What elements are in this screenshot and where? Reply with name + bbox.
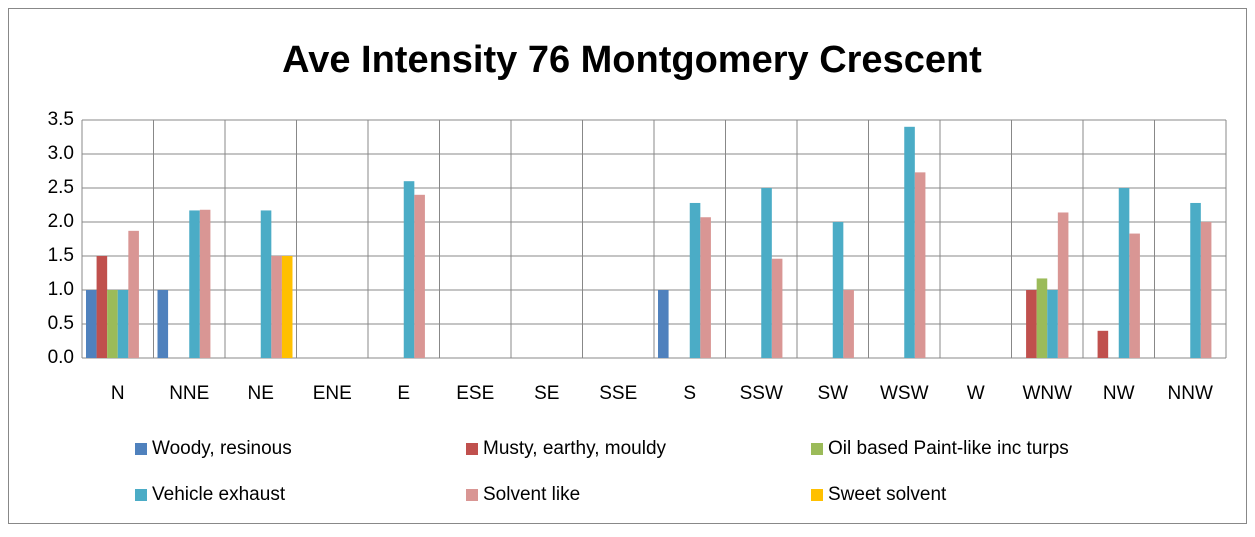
legend-swatch — [466, 443, 478, 455]
x-tick-label: SSE — [599, 383, 637, 404]
bar — [914, 172, 926, 358]
x-tick-label: SW — [817, 383, 848, 404]
bar — [1057, 212, 1069, 358]
bar — [117, 290, 129, 358]
x-tick-label: NE — [248, 383, 274, 404]
bar — [271, 256, 282, 358]
y-tick-label: 2.0 — [48, 211, 74, 232]
bar — [157, 290, 169, 358]
bar — [1047, 290, 1058, 358]
x-tick-label: NW — [1103, 383, 1135, 404]
x-tick-label: W — [967, 383, 985, 404]
bar — [771, 258, 783, 358]
bar — [832, 222, 844, 358]
legend-swatch — [811, 443, 823, 455]
x-tick-label: WSW — [880, 383, 929, 404]
legend-label: Woody, resinous — [152, 438, 292, 459]
legend-label: Vehicle exhaust — [152, 484, 286, 505]
bar — [700, 217, 711, 358]
bar — [260, 210, 272, 358]
bar — [1190, 202, 1201, 358]
bar — [414, 194, 425, 358]
legend-label: Oil based Paint-like inc turps — [828, 438, 1069, 459]
legend-swatch — [466, 489, 478, 501]
legend-label: Solvent like — [483, 484, 580, 505]
y-tick-label: 3.0 — [48, 143, 74, 164]
x-tick-label: S — [683, 383, 696, 404]
bar — [1118, 188, 1130, 358]
y-tick-label: 3.5 — [48, 109, 74, 130]
bar — [403, 181, 415, 358]
bar — [199, 209, 211, 358]
bar — [1097, 330, 1109, 358]
legend-swatch — [811, 489, 823, 501]
x-tick-label: E — [397, 383, 410, 404]
y-tick-label: 1.0 — [48, 279, 74, 300]
bar — [689, 202, 701, 358]
bar — [86, 290, 97, 358]
y-tick-label: 1.5 — [48, 245, 74, 266]
chart-title: Ave Intensity 76 Montgomery Crescent — [282, 39, 982, 81]
x-tick-label: SE — [534, 383, 559, 404]
bar — [128, 230, 139, 358]
bar — [281, 256, 293, 358]
y-tick-label: 2.5 — [48, 177, 74, 198]
legend-label: Sweet solvent — [828, 484, 947, 505]
bar — [1200, 222, 1212, 358]
y-tick-label: 0.0 — [48, 347, 74, 368]
x-tick-label: SSW — [740, 383, 783, 404]
bar — [904, 126, 915, 358]
legend-swatch — [135, 443, 147, 455]
bar — [1129, 233, 1140, 358]
y-tick-label: 0.5 — [48, 313, 74, 334]
bar — [96, 256, 108, 358]
bar — [189, 210, 200, 358]
x-tick-label: ESE — [456, 383, 494, 404]
legend-label: Musty, earthy, mouldy — [483, 438, 667, 459]
x-tick-label: WNW — [1022, 383, 1072, 404]
x-tick-label: N — [111, 383, 125, 404]
x-tick-label: NNE — [169, 383, 209, 404]
bar — [761, 188, 772, 358]
x-tick-label: NNW — [1168, 383, 1213, 404]
bar — [107, 290, 118, 358]
x-tick-label: ENE — [313, 383, 352, 404]
bar — [1026, 290, 1037, 358]
chart-border — [8, 8, 1247, 524]
legend-swatch — [135, 489, 147, 501]
bar — [1036, 278, 1048, 358]
bar — [658, 290, 669, 358]
bar — [843, 290, 854, 358]
